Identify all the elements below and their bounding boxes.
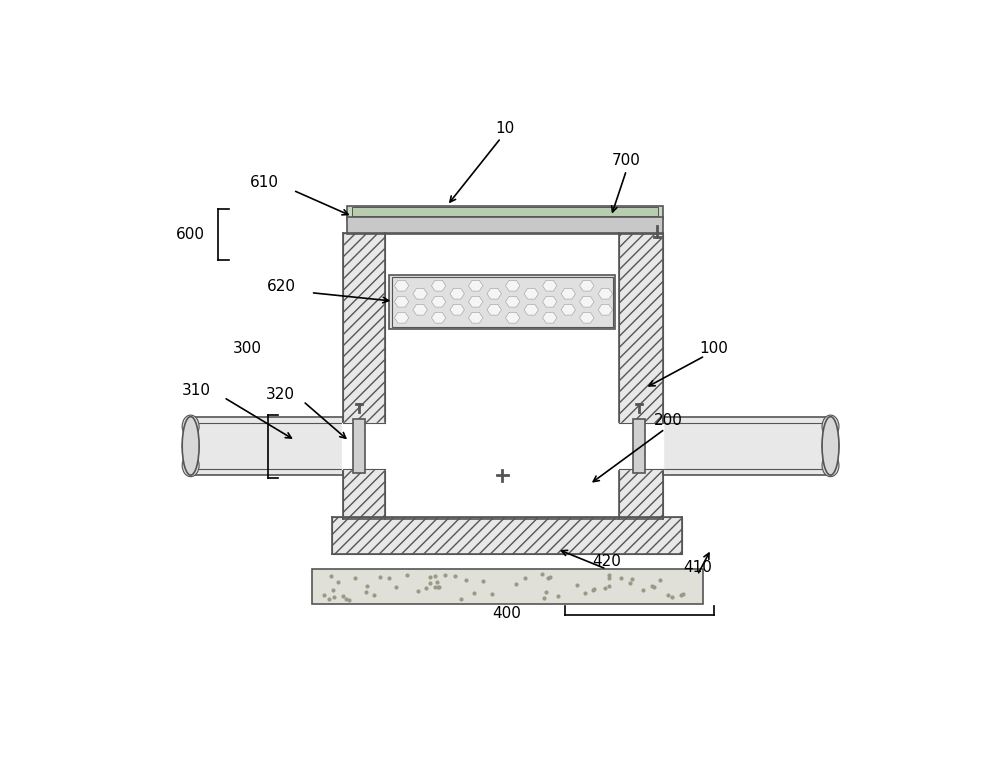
Polygon shape xyxy=(347,206,663,219)
Text: 410: 410 xyxy=(683,560,712,575)
Polygon shape xyxy=(191,416,343,475)
Polygon shape xyxy=(413,304,427,315)
Polygon shape xyxy=(561,288,575,299)
Polygon shape xyxy=(524,304,538,315)
Ellipse shape xyxy=(182,415,199,438)
Text: 620: 620 xyxy=(267,279,296,294)
Polygon shape xyxy=(468,280,483,291)
Polygon shape xyxy=(332,517,682,554)
Polygon shape xyxy=(347,217,663,234)
Text: 320: 320 xyxy=(265,387,294,402)
Polygon shape xyxy=(580,312,594,323)
Polygon shape xyxy=(543,280,557,291)
Polygon shape xyxy=(385,232,619,519)
Polygon shape xyxy=(561,304,575,315)
Polygon shape xyxy=(394,296,409,307)
Polygon shape xyxy=(619,232,663,519)
Polygon shape xyxy=(663,416,831,475)
Text: 200: 200 xyxy=(654,413,682,428)
Polygon shape xyxy=(598,288,613,299)
Polygon shape xyxy=(431,280,446,291)
Text: 300: 300 xyxy=(232,341,261,355)
Polygon shape xyxy=(618,422,663,469)
Ellipse shape xyxy=(822,416,839,475)
Ellipse shape xyxy=(182,454,199,477)
Polygon shape xyxy=(487,288,501,299)
Polygon shape xyxy=(431,312,446,323)
Polygon shape xyxy=(394,280,409,291)
Polygon shape xyxy=(506,296,520,307)
Ellipse shape xyxy=(182,435,199,457)
Polygon shape xyxy=(633,419,645,473)
Polygon shape xyxy=(342,422,386,469)
Ellipse shape xyxy=(182,416,199,475)
Text: 700: 700 xyxy=(612,154,641,169)
Polygon shape xyxy=(580,296,594,307)
Polygon shape xyxy=(353,419,365,473)
Text: 10: 10 xyxy=(495,121,514,136)
Polygon shape xyxy=(343,232,385,519)
Polygon shape xyxy=(468,312,483,323)
Text: 100: 100 xyxy=(700,341,729,355)
Polygon shape xyxy=(413,288,427,299)
Polygon shape xyxy=(431,296,446,307)
Polygon shape xyxy=(543,312,557,323)
Text: 310: 310 xyxy=(182,383,211,398)
Text: 610: 610 xyxy=(250,175,279,190)
Polygon shape xyxy=(506,312,520,323)
Polygon shape xyxy=(389,275,615,329)
Polygon shape xyxy=(580,280,594,291)
Polygon shape xyxy=(487,304,501,315)
Ellipse shape xyxy=(822,415,839,438)
Polygon shape xyxy=(468,296,483,307)
Polygon shape xyxy=(450,288,464,299)
Polygon shape xyxy=(524,288,538,299)
Ellipse shape xyxy=(822,435,839,457)
Polygon shape xyxy=(450,304,464,315)
Text: 400: 400 xyxy=(492,607,521,621)
Polygon shape xyxy=(394,312,409,323)
Ellipse shape xyxy=(822,454,839,477)
Text: 600: 600 xyxy=(176,227,205,241)
Polygon shape xyxy=(598,304,613,315)
Polygon shape xyxy=(352,207,658,215)
Text: 420: 420 xyxy=(592,554,621,569)
Polygon shape xyxy=(506,280,520,291)
Polygon shape xyxy=(312,569,703,604)
Polygon shape xyxy=(543,296,557,307)
